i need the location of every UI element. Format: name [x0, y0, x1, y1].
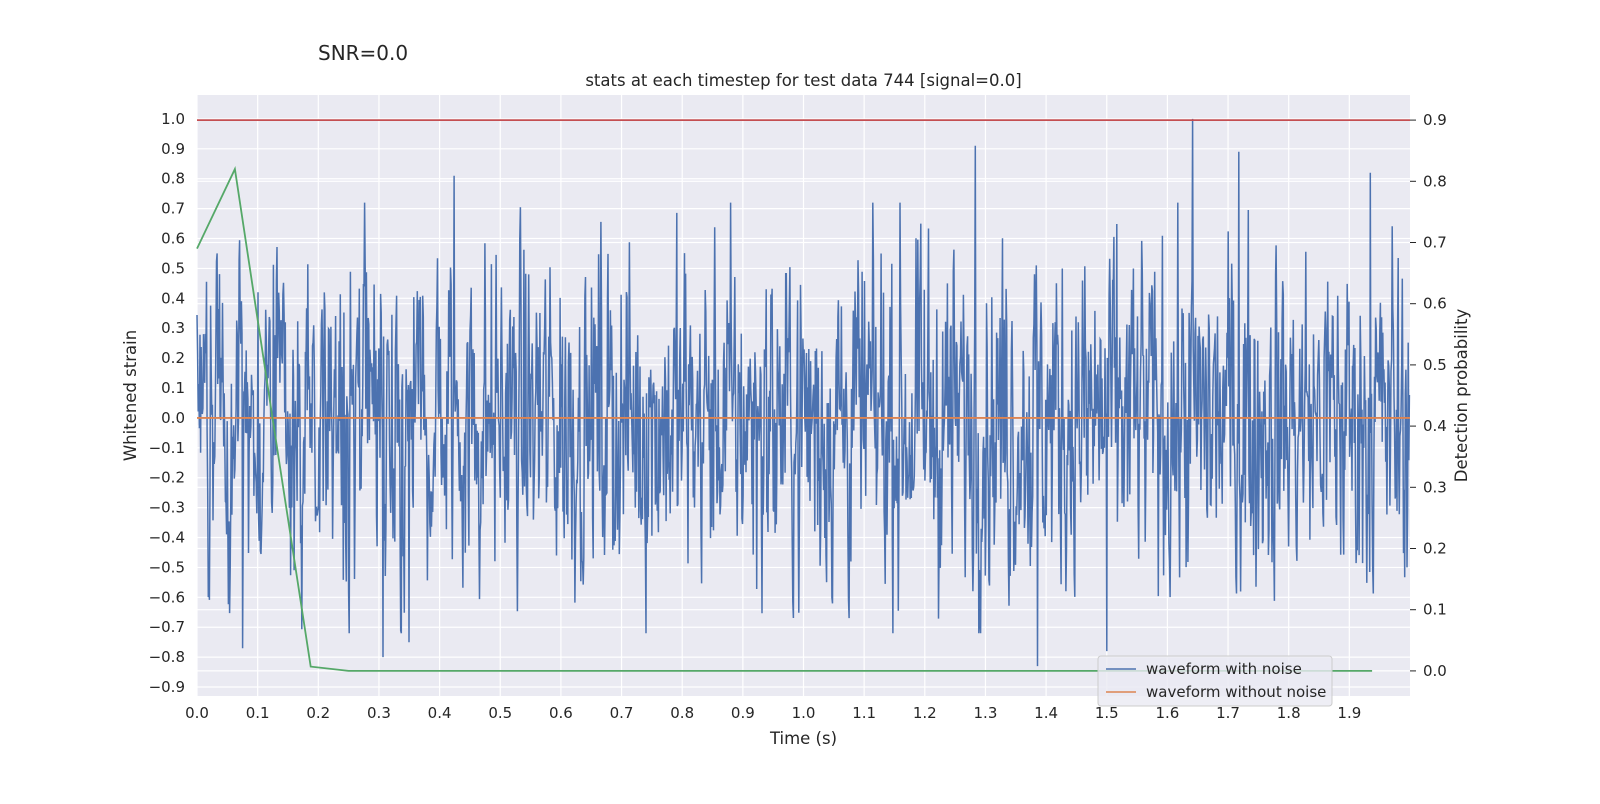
data-layer — [196, 118, 1411, 672]
x-tick-label: 0.1 — [246, 704, 270, 722]
y2-axis-label: Detection probability — [1452, 309, 1471, 483]
x-tick-label: 1.8 — [1277, 704, 1301, 722]
y2-tick-label: 0.8 — [1423, 172, 1447, 190]
y-tick-label: −0.6 — [149, 588, 185, 606]
y-tick-label: 0.6 — [161, 230, 185, 248]
x-tick-label: 0.2 — [306, 704, 330, 722]
y-tick-label: 0.4 — [161, 289, 185, 307]
chart-title: stats at each timestep for test data 744… — [585, 71, 1021, 90]
x-tick-label: 0.6 — [549, 704, 573, 722]
x-tick-label: 0.0 — [185, 704, 209, 722]
y-tick-label: −0.7 — [149, 618, 185, 636]
legend-box — [1097, 655, 1333, 707]
y-tick-label: −0.4 — [149, 529, 185, 547]
y-tick-label: 0.2 — [161, 349, 185, 367]
y2-tick-label: 0.7 — [1423, 233, 1447, 251]
y2-tick-label: 0.6 — [1423, 295, 1447, 313]
x-tick-label: 1.6 — [1155, 704, 1179, 722]
y-tick-label: −0.1 — [149, 439, 185, 457]
x-tick-label: 1.9 — [1337, 704, 1361, 722]
y2-tick-label: 0.4 — [1423, 417, 1447, 435]
x-tick-label: 1.3 — [974, 704, 998, 722]
y-tick-label: 0.9 — [161, 140, 185, 158]
x-tick-label: 1.7 — [1216, 704, 1240, 722]
x-tick-label: 0.5 — [488, 704, 512, 722]
x-tick-label: 0.7 — [610, 704, 634, 722]
y-tick-label: 1.0 — [161, 110, 185, 128]
x-axis: 0.0 0.1 0.2 0.3 0.4 0.5 0.6 0.7 0.8 0.9 1.0 1.1 1.2 1… — [185, 704, 1361, 722]
y-tick-label: −0.8 — [149, 648, 185, 666]
y-tick-label: 0.8 — [161, 170, 185, 188]
legend-label-waveform-with-noise: waveform with noise — [1146, 660, 1302, 678]
y-tick-label: 0.0 — [161, 409, 185, 427]
y-axis: 1.0 0.9 0.8 0.7 0.6 0.5 0.4 0.3 0.2 0.1 0.0 −0.1 −0.… — [149, 110, 185, 696]
x-tick-label: 0.3 — [367, 704, 391, 722]
y2-tick-label: 0.0 — [1423, 662, 1447, 680]
y2-axis: 0.9 0.8 0.7 0.6 0.5 0.4 0.3 0.2 0.1 0.0 — [1410, 111, 1447, 680]
grid — [196, 95, 1410, 696]
x-tick-label: 1.1 — [852, 704, 876, 722]
y-tick-label: 0.5 — [161, 259, 185, 277]
legend-label-waveform-without-noise: waveform without noise — [1146, 683, 1326, 701]
y-tick-label: 0.7 — [161, 200, 185, 218]
y2-tick-label: 0.5 — [1423, 356, 1447, 374]
y-axis-label: Whitened strain — [121, 330, 140, 461]
y-tick-label: −0.3 — [149, 499, 185, 517]
x-tick-label: 0.4 — [428, 704, 452, 722]
x-axis-label: Time (s) — [769, 729, 837, 748]
series-line-waveform-with-noise — [196, 118, 1411, 667]
x-tick-label: 1.2 — [913, 704, 937, 722]
y-tick-label: 0.1 — [161, 379, 185, 397]
y-tick-label: −0.2 — [149, 469, 185, 487]
legend: waveform with noise waveform without noi… — [1097, 655, 1333, 707]
y2-tick-label: 0.3 — [1423, 478, 1447, 496]
y2-tick-label: 0.9 — [1423, 111, 1447, 129]
figure-suptitle: SNR=0.0 — [318, 41, 408, 65]
x-tick-label: 1.4 — [1034, 704, 1058, 722]
x-tick-label: 0.8 — [670, 704, 694, 722]
y-tick-label: −0.5 — [149, 558, 185, 576]
y2-tick-label: 0.2 — [1423, 540, 1447, 558]
y-tick-label: 0.3 — [161, 319, 185, 337]
x-tick-label: 1.0 — [792, 704, 816, 722]
y-tick-label: −0.9 — [149, 678, 185, 696]
x-tick-label: 1.5 — [1095, 704, 1119, 722]
y2-tick-label: 0.1 — [1423, 601, 1447, 619]
x-tick-label: 0.9 — [731, 704, 755, 722]
